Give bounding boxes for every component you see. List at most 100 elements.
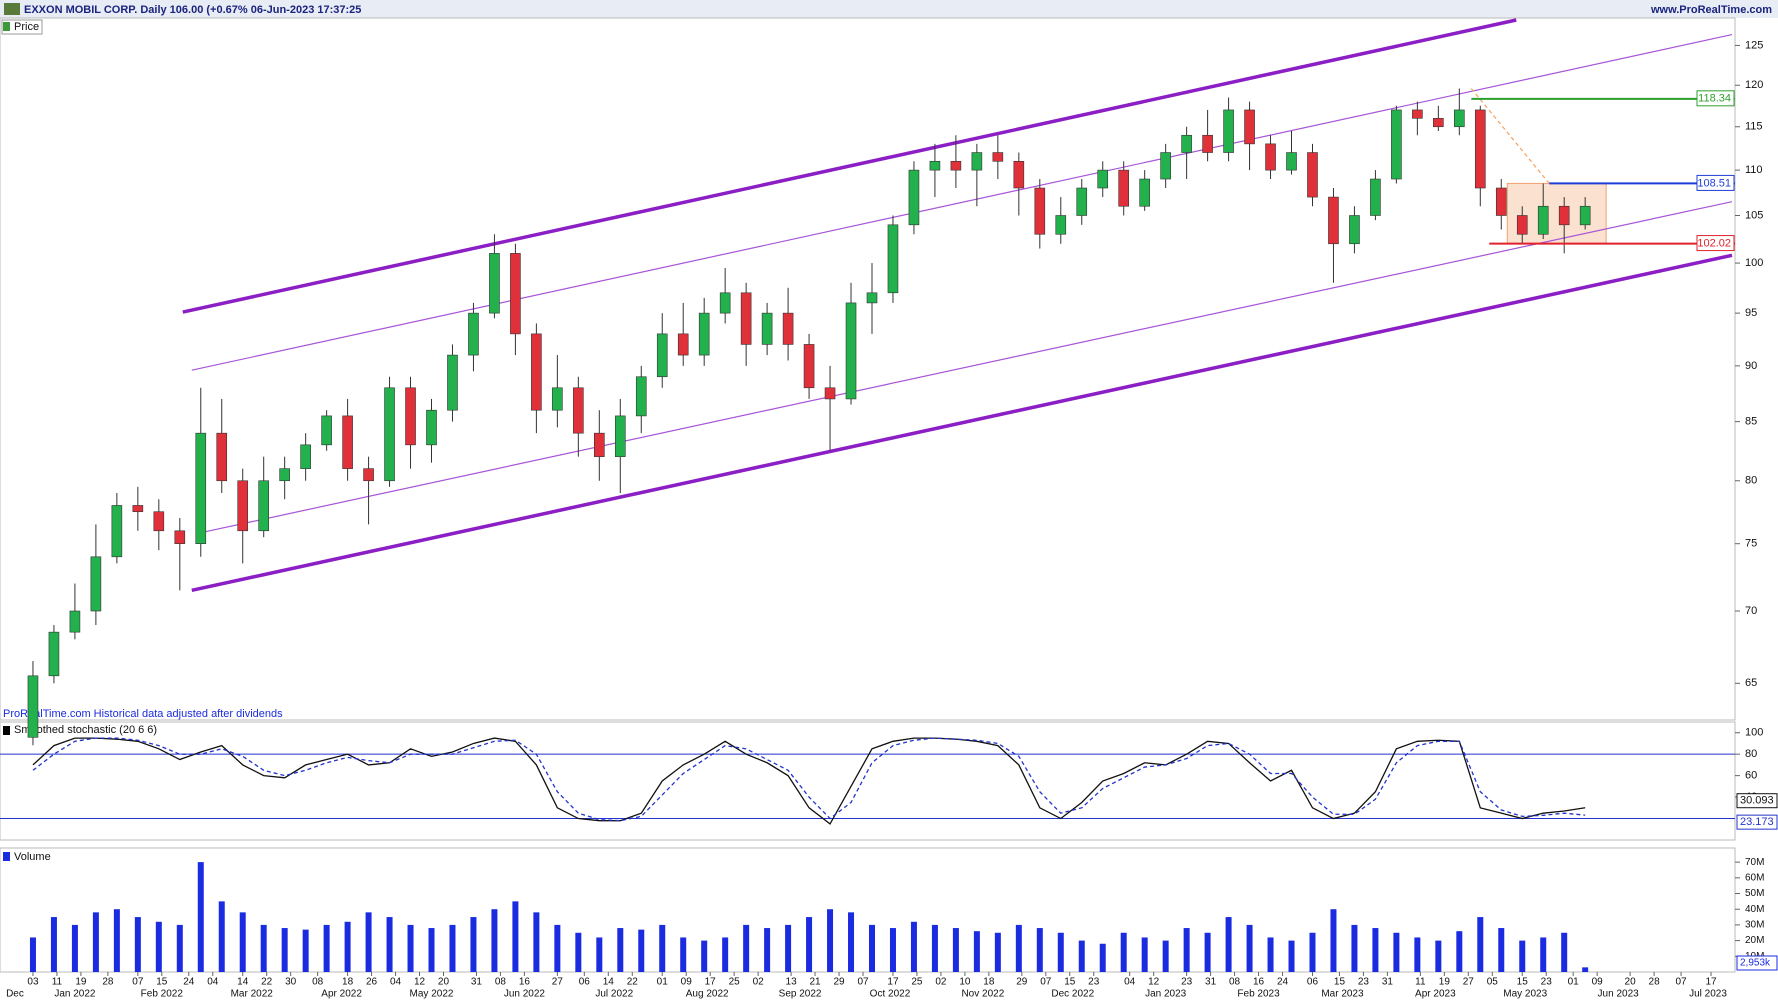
y-tick-label: 125 [1745, 39, 1763, 51]
candle-body [321, 415, 332, 446]
volume-bar [1456, 931, 1463, 972]
candle-body [929, 160, 941, 171]
candle-body [153, 511, 165, 532]
volume-bar [1162, 940, 1169, 972]
x-tick-label: 04 [1124, 977, 1136, 988]
x-tick-label: 16 [1253, 977, 1265, 988]
y-tick-label: 100 [1745, 727, 1763, 739]
volume-bar [575, 932, 582, 972]
x-tick-label: 08 [312, 977, 324, 988]
candle-body [300, 444, 311, 469]
volume-bar [554, 924, 561, 972]
candle-body [887, 224, 899, 294]
candle-body [614, 415, 626, 457]
x-tick-label: 14 [603, 977, 615, 988]
y-tick-label: 120 [1745, 79, 1763, 91]
volume-panel [0, 847, 1736, 973]
candle-body [1244, 109, 1255, 145]
level-box [1696, 235, 1735, 252]
candle-body [1307, 152, 1318, 198]
volume-bar [1561, 932, 1568, 972]
candle-body [573, 387, 584, 434]
month-label: Apr 2022 [321, 989, 362, 1000]
volume-bar [910, 921, 917, 972]
x-tick-label: 28 [1649, 977, 1661, 988]
value-box [1736, 814, 1778, 830]
chart-title: EXXON MOBIL CORP. Daily 106.00 (+0.67% 0… [24, 4, 361, 16]
level-box [1696, 90, 1735, 107]
volume-bar [1078, 940, 1085, 972]
candle-body [1328, 196, 1339, 245]
x-tick-label: 12 [414, 977, 426, 988]
x-tick-label: 30 [285, 977, 297, 988]
x-tick-label: 20 [438, 977, 450, 988]
candle-body [635, 376, 647, 417]
candle-body [1370, 178, 1381, 216]
y-tick-label: 110 [1745, 164, 1763, 176]
month-label: May 2023 [1503, 989, 1547, 1000]
candle-body [845, 302, 857, 400]
volume-bar [1183, 928, 1190, 972]
volume-bar [1288, 940, 1295, 972]
month-label: Jun 2022 [504, 989, 546, 1000]
volume-bar [1393, 932, 1400, 972]
volume-bar [722, 937, 729, 972]
x-tick-label: 07 [132, 977, 144, 988]
volume-bar [1204, 932, 1211, 972]
candle-body [552, 387, 563, 411]
source-link[interactable]: www.ProRealTime.com [1650, 4, 1772, 16]
x-tick-label: 06 [579, 977, 591, 988]
volume-bar [71, 924, 78, 972]
level-label: 102.02 [1697, 237, 1731, 249]
candle-body [279, 468, 290, 482]
volume-bar [512, 901, 519, 972]
month-label: Jul 2022 [595, 989, 633, 1000]
y-tick-label: 100 [1745, 257, 1763, 269]
month-label: Jan 2023 [1145, 989, 1187, 1000]
candle-body [174, 530, 186, 545]
volume-bar [1267, 937, 1274, 972]
candle-body [1495, 187, 1507, 216]
volume-bar [889, 928, 896, 972]
volume-bar [1225, 917, 1232, 972]
month-label: Mar 2023 [1321, 989, 1364, 1000]
volume-bar [491, 909, 498, 972]
price-panel [0, 17, 1736, 721]
candle-body [216, 432, 228, 482]
volume-bar [386, 917, 393, 972]
x-tick-label: 27 [552, 977, 564, 988]
x-tick-label: 15 [1064, 977, 1076, 988]
x-tick-label: 29 [1016, 977, 1028, 988]
candle-body [1097, 169, 1109, 189]
volume-bar [1477, 917, 1484, 972]
value-label: 2,953k [1740, 958, 1771, 969]
volume-bar [994, 932, 1001, 972]
note: ProRealTime.com Historical data adjusted… [3, 708, 283, 720]
candle-body [908, 169, 920, 226]
x-tick-label: 02 [935, 977, 947, 988]
legend-box [1, 19, 43, 35]
candle-body [1013, 160, 1025, 189]
y-tick-label: 75 [1745, 538, 1757, 550]
volume-bar [1330, 909, 1337, 972]
candle-body [950, 160, 962, 171]
x-tick-label: 23 [1181, 977, 1193, 988]
volume-bar [428, 928, 435, 972]
volume-bar [1036, 928, 1043, 972]
month-label: Nov 2022 [961, 989, 1004, 1000]
x-tick-label: 08 [495, 977, 507, 988]
volume-bar [1120, 932, 1127, 972]
x-tick-label: 03 [27, 977, 39, 988]
x-tick-label: 07 [857, 977, 869, 988]
candle-body [468, 312, 479, 356]
legend-swatch [3, 22, 10, 31]
volume-bar [1435, 940, 1442, 972]
volume-bar [155, 921, 162, 972]
trendline [203, 201, 1733, 533]
volume-bar [281, 928, 288, 972]
volume-bar [743, 924, 750, 972]
volume-bar [1015, 924, 1022, 972]
x-tick-label: 09 [681, 977, 693, 988]
volume-bar [365, 912, 372, 972]
volume-bar [239, 912, 246, 972]
